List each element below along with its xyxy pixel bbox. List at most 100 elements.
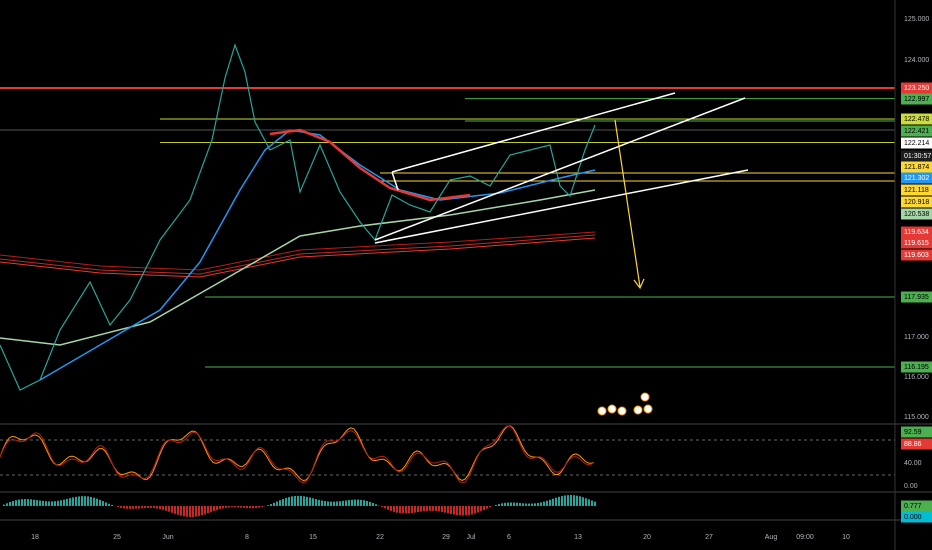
histogram-bar [51,501,53,506]
axis-label: 01:30:57 [904,153,931,160]
histogram-bar [489,506,491,508]
axis-label: 121.118 [904,187,929,194]
histogram-bar [144,506,146,509]
histogram-bar [594,501,596,506]
histogram-bar [21,499,23,506]
histogram-bar [435,506,437,512]
histogram-bar [189,506,191,517]
histogram-bar [570,495,572,506]
histogram-bar [306,496,308,506]
histogram-bar [360,499,362,506]
histogram-bar [162,506,164,510]
stoch-d [0,425,595,484]
histogram-bar [54,501,56,506]
histogram-bar [381,506,383,508]
histogram-bar [585,498,587,506]
axis-label: 116.195 [904,364,929,371]
histogram-bar [117,506,119,508]
histogram-bar [318,499,320,506]
histogram-bar [537,502,539,506]
histogram-bar [99,499,101,506]
time-label: 27 [705,534,713,541]
histogram-bar [558,496,560,506]
histogram-bar [339,501,341,506]
axis-tag [901,150,932,162]
histogram-bar [429,506,431,511]
histogram-bar [228,506,230,508]
axis-label: 122.214 [904,140,929,147]
events [597,392,653,416]
histogram-bar [165,506,167,511]
histogram-bar [201,506,203,516]
histogram-bar [513,502,515,506]
histogram-bar [510,502,512,506]
histogram-bar [483,506,485,510]
axis-tag [901,426,932,438]
histogram-bar [39,500,41,506]
histogram-bar [252,506,254,509]
histogram-bar [573,495,575,506]
histogram-bar [66,498,68,506]
histogram-bar [273,502,275,506]
histogram-bar [477,506,479,513]
time-label: 18 [31,534,39,541]
axis-label: 117.000 [904,334,929,341]
axis-label: 122.478 [904,116,929,123]
histogram-bar [177,506,179,515]
histogram-bar [108,503,110,506]
histogram-bar [216,506,218,511]
histogram-bar [552,498,554,506]
histogram-bar [87,496,89,506]
histogram-bar [330,501,332,506]
histogram-bar [186,506,188,517]
axis-label: 0.00 [904,483,918,490]
histogram-bar [438,506,440,512]
histogram-bar [531,503,533,506]
histogram-bar [321,500,323,506]
time-label: Aug [765,534,778,541]
axis-label: 115.000 [904,414,929,421]
histogram-bar [33,499,35,506]
trendline [391,92,676,173]
axis-tag [901,137,932,149]
histogram-bar [141,506,143,509]
time-label: 8 [245,534,249,541]
axis-label: 122.997 [904,96,929,103]
histogram-bar [6,503,8,506]
histogram-bar [240,506,242,508]
histogram-bar [180,506,182,516]
histogram-bar [96,498,98,506]
histogram-bar [342,500,344,506]
time-axis: 18 25 Jun 8 15 22 29 Jul 6 13 20 27 Aug 09:00 10 [31,534,850,541]
indicators [0,43,596,391]
axis-label: 119.603 [904,252,929,259]
histogram-bar [225,506,227,508]
ma [0,237,596,278]
histogram-bar [480,506,482,512]
histogram-bar [414,506,416,513]
histogram-bar [243,506,245,508]
histogram-bar [147,506,149,508]
histogram-bar [432,506,434,511]
histogram-bar [81,496,83,506]
histogram-bar [495,504,497,506]
histogram-bar [522,503,524,506]
histogram-bar [3,504,5,506]
macd [3,495,596,517]
histogram-bar [582,497,584,506]
histogram-bar [291,496,293,506]
axis-label: 121.302 [904,175,929,182]
histogram-bar [465,506,467,516]
histogram-bar [285,497,287,506]
histogram-bar [546,500,548,506]
histogram-bar [276,501,278,506]
histogram-bar [576,495,578,506]
axis-label: 119.634 [904,229,929,236]
histogram-bar [423,506,425,512]
price [0,43,596,391]
time-label: 10 [842,534,850,541]
axis-label: 125.000 [904,16,929,23]
axis-label: 123.250 [904,85,929,92]
